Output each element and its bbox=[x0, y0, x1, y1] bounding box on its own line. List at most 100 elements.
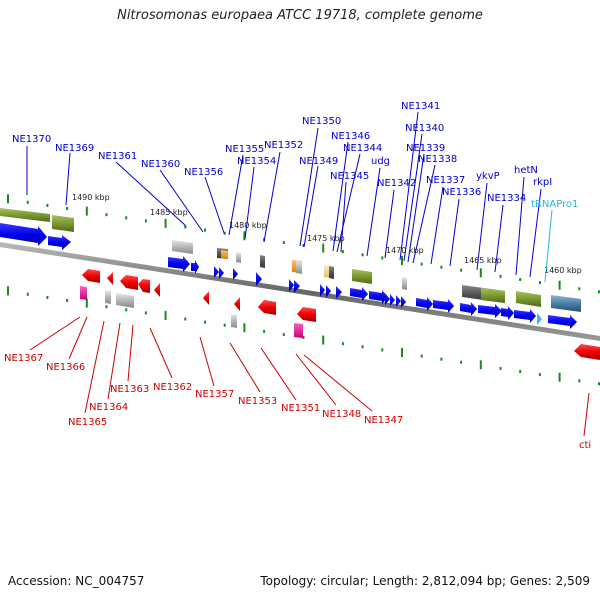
label-NE1351: NE1351 bbox=[281, 403, 320, 414]
tick-mark bbox=[322, 335, 325, 345]
gene-reverse-1 bbox=[107, 272, 113, 285]
tick-mark bbox=[125, 308, 128, 312]
tick-mark bbox=[26, 292, 29, 296]
tick-mark bbox=[282, 241, 285, 244]
tick-mark bbox=[144, 219, 147, 223]
label-tRNAPro1: tRNAPro1 bbox=[531, 199, 578, 210]
kbp-label-1490: 1490 kbp bbox=[72, 193, 110, 202]
tick-mark bbox=[164, 310, 167, 320]
gene-NE1349 bbox=[296, 261, 302, 274]
gene-forward-5 bbox=[214, 266, 219, 278]
gene-forward-19 bbox=[401, 296, 406, 308]
label-NE1336: NE1336 bbox=[442, 187, 481, 198]
tick-mark bbox=[479, 360, 482, 370]
tick-mark bbox=[401, 256, 403, 265]
tick-mark bbox=[598, 290, 600, 294]
tick-mark bbox=[26, 200, 29, 204]
label-udg: udg bbox=[371, 156, 390, 167]
gene-NE1334 bbox=[481, 288, 505, 303]
label-NE1337: NE1337 bbox=[426, 175, 465, 186]
gene-NE1369 bbox=[52, 215, 74, 232]
tick-mark bbox=[85, 298, 88, 308]
gene-forward-14 bbox=[350, 287, 368, 301]
tick-mark bbox=[341, 250, 344, 254]
tick-mark bbox=[164, 218, 167, 228]
gene-NE1367 bbox=[82, 269, 100, 283]
label-NE1353: NE1353 bbox=[238, 396, 277, 407]
gene-NE1353 bbox=[234, 297, 240, 311]
gene-forward-18 bbox=[396, 295, 401, 307]
label-ykvP: ykvP bbox=[476, 171, 500, 182]
label-NE1360: NE1360 bbox=[141, 159, 180, 170]
gene-forward-7 bbox=[233, 268, 238, 280]
tick-mark bbox=[125, 216, 128, 220]
tick-mark bbox=[243, 323, 246, 333]
tick-mark bbox=[46, 295, 49, 299]
bottom-gene-labels: NE1367 NE1366 NE1365 NE1364 NE1363 NE136… bbox=[4, 353, 591, 451]
genome-backbone bbox=[0, 242, 600, 341]
label-NE1369: NE1369 bbox=[55, 143, 94, 154]
label-NE1352: NE1352 bbox=[264, 140, 303, 151]
tick-mark bbox=[66, 207, 69, 210]
gene-forward-10 bbox=[294, 280, 300, 293]
tick-mark bbox=[538, 373, 541, 377]
gene-forward-8 bbox=[256, 272, 262, 286]
tick-mark bbox=[46, 203, 49, 207]
gene-forward-9 bbox=[289, 279, 294, 292]
label-NE1347: NE1347 bbox=[364, 415, 403, 426]
gene-tRNAPro1 bbox=[537, 313, 542, 325]
label-NE1370: NE1370 bbox=[12, 134, 51, 145]
label-NE1357: NE1357 bbox=[195, 389, 234, 400]
gene-NE1361 bbox=[172, 240, 193, 254]
label-NE1334: NE1334 bbox=[487, 193, 526, 204]
tick-mark bbox=[499, 366, 502, 370]
top-leader-lines bbox=[26, 111, 542, 278]
gene-forward-1 bbox=[0, 223, 47, 246]
gene-NE1344 bbox=[329, 266, 334, 279]
tick-mark bbox=[105, 305, 108, 309]
gene-forward-13 bbox=[336, 286, 342, 299]
kbp-label-1460: 1460 kbp bbox=[544, 266, 582, 275]
label-cti: cti bbox=[579, 440, 591, 451]
gene-forward-12 bbox=[326, 285, 331, 298]
gene-NE1345 bbox=[352, 269, 372, 284]
tick-mark bbox=[381, 348, 384, 352]
gene-forward-11 bbox=[320, 284, 325, 297]
gene-NE1355 bbox=[221, 250, 228, 259]
gene-forward-25 bbox=[514, 309, 536, 323]
gene-NE1362 bbox=[154, 283, 160, 297]
label-NE1340: NE1340 bbox=[405, 123, 444, 134]
gene-cti bbox=[574, 344, 600, 360]
gene-NE1363 bbox=[116, 293, 134, 308]
forward-features bbox=[0, 208, 581, 329]
label-NE1338: NE1338 bbox=[418, 154, 457, 165]
tick-mark bbox=[381, 256, 384, 260]
tick-mark bbox=[440, 357, 443, 361]
accession-text: Accession: NC_004757 bbox=[8, 574, 145, 588]
tick-mark bbox=[85, 206, 88, 216]
label-NE1356: NE1356 bbox=[184, 167, 223, 178]
tick-mark bbox=[204, 228, 206, 232]
kbp-label-1480: 1480 kbp bbox=[229, 221, 267, 230]
tick-mark bbox=[223, 323, 226, 327]
tick-mark bbox=[578, 379, 581, 383]
gene-forward-3 bbox=[168, 256, 190, 272]
gene-NE1342 bbox=[402, 277, 407, 290]
tick-mark bbox=[479, 268, 482, 278]
tick-mark bbox=[223, 231, 226, 235]
label-NE1367: NE1367 bbox=[4, 353, 43, 364]
gene-reverse-3 bbox=[138, 279, 150, 293]
label-NE1341: NE1341 bbox=[401, 101, 440, 112]
gene-forward-26 bbox=[548, 315, 577, 329]
reverse-features bbox=[80, 269, 600, 360]
tick-marks bbox=[7, 194, 600, 386]
gene-forward-15 bbox=[369, 290, 388, 304]
tick-mark bbox=[144, 311, 147, 315]
label-NE1342: NE1342 bbox=[377, 178, 416, 189]
tick-mark bbox=[401, 348, 403, 357]
gene-NE1364 bbox=[105, 290, 111, 304]
gene-forward-23 bbox=[478, 304, 502, 318]
label-NE1365: NE1365 bbox=[68, 417, 107, 428]
tick-mark bbox=[519, 370, 522, 373]
